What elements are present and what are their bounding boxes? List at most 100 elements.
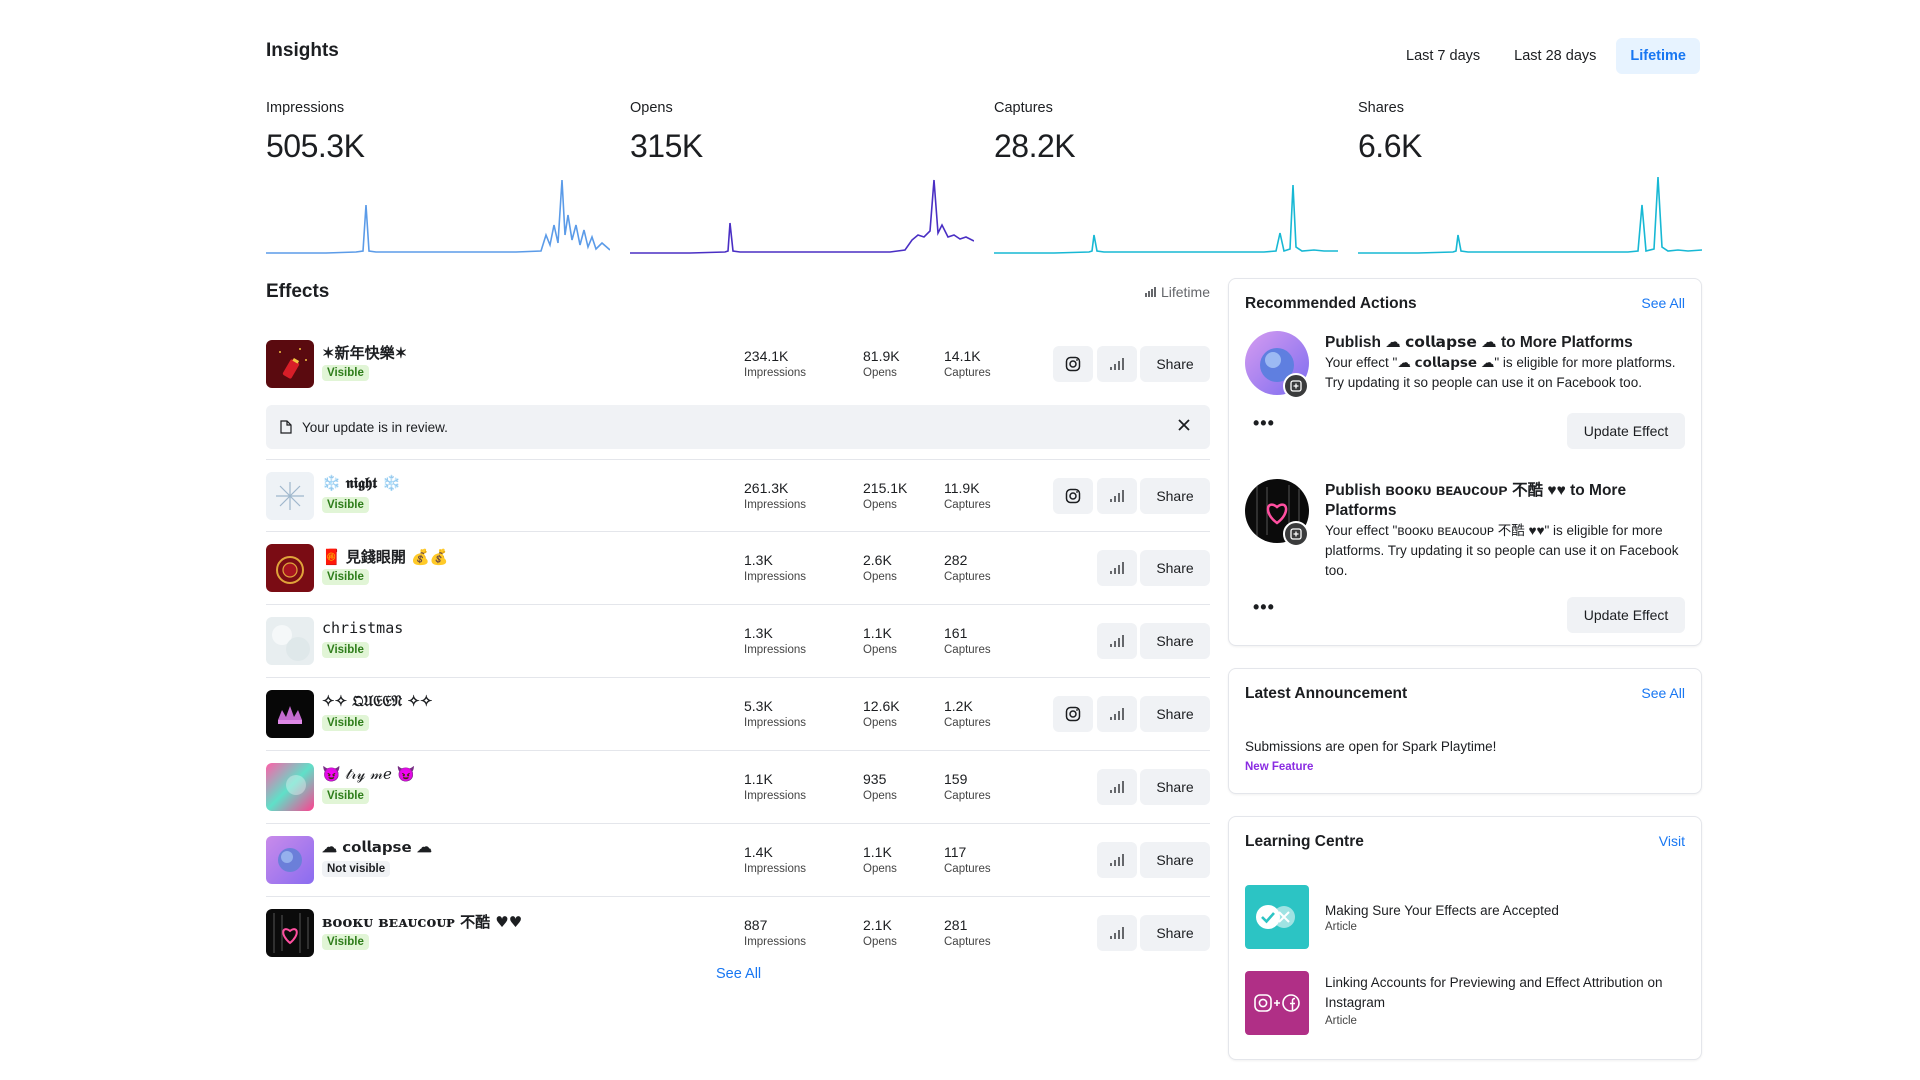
stat-label: Opens <box>863 499 897 511</box>
recommended-body: Your effect "ʙᴏᴏᴋᴜ ʙᴇᴀᴜᴄᴏᴜᴘ 不酷 ♥♥" is el… <box>1325 523 1679 578</box>
insights-button[interactable] <box>1097 478 1137 514</box>
insights-button[interactable] <box>1097 623 1137 659</box>
effect-row: christmas Visible 1.3K Impressions 1.1K Op… <box>266 605 1210 678</box>
stat-opens: 1.1K Opens <box>863 625 897 656</box>
effect-name[interactable]: ☁ 𝗰𝗼𝗹𝗹𝗮𝗽𝘀𝗲 ☁ <box>322 838 432 856</box>
stat-label: Impressions <box>744 499 806 511</box>
learning-visit-link[interactable]: Visit <box>1658 833 1685 849</box>
stat-value: 14.1K <box>944 348 981 364</box>
stat-value: 281 <box>944 917 968 933</box>
stat-value: 1.1K <box>863 844 892 860</box>
effect-name[interactable]: ʙᴏᴏᴋᴜ ʙᴇᴀᴜᴄᴏᴜᴘ 不酷 ♥♥ <box>322 913 523 931</box>
bar-chart-icon <box>1144 287 1156 297</box>
share-button[interactable]: Share <box>1140 550 1210 586</box>
stat-value: 1.2K <box>944 698 973 714</box>
tab-last-28-days[interactable]: Last 28 days <box>1514 48 1597 64</box>
effect-name[interactable]: ✧✧ 𝔔𝔘𝔈𝔈𝔑 ✧✧ <box>322 692 433 710</box>
effect-thumbnail[interactable] <box>266 544 314 592</box>
more-options-icon[interactable]: ••• <box>1253 413 1275 433</box>
recommended-see-all-link[interactable]: See All <box>1641 295 1685 311</box>
stat-label: Opens <box>863 571 897 583</box>
stat-captures: 11.9K Captures <box>944 480 991 511</box>
update-effect-button[interactable]: Update Effect <box>1567 413 1685 449</box>
recommended-actions-card: Recommended Actions See All Publish ☁ 𝗰𝗼… <box>1228 278 1702 646</box>
effect-thumbnail[interactable] <box>266 909 314 957</box>
accept-reject-icon <box>1256 905 1295 929</box>
effect-name[interactable]: 🧧 見錢眼開 💰💰 <box>322 548 449 566</box>
stat-impressions: 1.3K Impressions <box>744 552 806 583</box>
stat-captures: 159 Captures <box>944 771 991 802</box>
effect-name[interactable]: 😈 𝓉𝓇𝓎 𝓂𝑒 😈 <box>322 765 416 783</box>
stat-impressions: 1.3K Impressions <box>744 625 806 656</box>
recommended-heading: Publish ☁ 𝗰𝗼𝗹𝗹𝗮𝗽𝘀𝗲 ☁ to More Platforms <box>1325 334 1633 351</box>
status-badge: Visible <box>322 715 369 731</box>
article-title: Making Sure Your Effects are Accepted <box>1325 903 1559 918</box>
metric-captures: Captures 28.2K <box>994 100 1338 261</box>
effects-period: Lifetime <box>1144 284 1210 300</box>
instagram-button[interactable] <box>1053 346 1093 382</box>
share-button[interactable]: Share <box>1140 915 1210 951</box>
card-title: Latest Announcement <box>1245 685 1408 702</box>
instagram-button[interactable] <box>1053 478 1093 514</box>
metric-opens: Opens 315K <box>630 100 974 261</box>
effect-row: ʙᴏᴏᴋᴜ ʙᴇᴀᴜᴄᴏᴜᴘ 不酷 ♥♥ Visible 887 Impressi… <box>266 897 1210 970</box>
more-options-icon[interactable]: ••• <box>1253 597 1275 617</box>
status-badge: Not visible <box>322 861 391 877</box>
announcement-see-all-link[interactable]: See All <box>1641 685 1685 701</box>
stat-captures: 14.1K Captures <box>944 348 991 379</box>
insights-button[interactable] <box>1097 769 1137 805</box>
stat-label: Opens <box>863 936 897 948</box>
effect-thumbnail[interactable] <box>266 617 314 665</box>
stat-impressions: 1.1K Impressions <box>744 771 806 802</box>
instagram-button[interactable] <box>1053 696 1093 732</box>
card-title: Recommended Actions <box>1245 295 1417 312</box>
stat-value: 11.9K <box>944 480 980 496</box>
insights-button[interactable] <box>1097 842 1137 878</box>
stat-value: 887 <box>744 917 768 933</box>
stat-label: Captures <box>944 717 991 729</box>
stat-impressions: 1.4K Impressions <box>744 844 806 875</box>
insights-button[interactable] <box>1097 346 1137 382</box>
effect-row: ❄️ 𝖓𝖎𝖌𝖍𝖙 ❄️ Visible 261.3K Impressions 21… <box>266 459 1210 532</box>
effect-name[interactable]: ✶新年快樂✶ <box>322 344 408 362</box>
effect-row: ✧✧ 𝔔𝔘𝔈𝔈𝔑 ✧✧ Visible 5.3K Impressions 12.6… <box>266 678 1210 751</box>
share-button[interactable]: Share <box>1140 696 1210 732</box>
close-icon[interactable] <box>1176 417 1192 433</box>
stat-label: Impressions <box>744 367 806 379</box>
tab-lifetime[interactable]: Lifetime <box>1616 38 1700 74</box>
effect-thumbnail[interactable] <box>266 340 314 388</box>
stat-value: 282 <box>944 552 968 568</box>
stat-value: 2.6K <box>863 552 892 568</box>
effects-period-label: Lifetime <box>1160 284 1210 300</box>
effect-thumbnail[interactable] <box>266 836 314 884</box>
effect-thumbnail[interactable] <box>266 690 314 738</box>
share-button[interactable]: Share <box>1140 842 1210 878</box>
stat-value: 1.3K <box>744 625 773 641</box>
stat-label: Impressions <box>744 936 806 948</box>
tab-last-7-days[interactable]: Last 7 days <box>1406 48 1481 64</box>
effect-thumbnail[interactable] <box>266 472 314 520</box>
update-effect-button[interactable]: Update Effect <box>1567 597 1685 633</box>
insights-button[interactable] <box>1097 915 1137 951</box>
learning-item[interactable]: Making Sure Your Effects are Accepted Ar… <box>1245 885 1685 949</box>
recommended-item: Publish ☁ 𝗰𝗼𝗹𝗹𝗮𝗽𝘀𝗲 ☁ to More Platforms Y… <box>1245 331 1685 471</box>
share-button[interactable]: Share <box>1140 623 1210 659</box>
stat-captures: 161 Captures <box>944 625 991 656</box>
effects-panel: Effects Lifetime ✶新年快樂✶ Visible 234.1K Im… <box>266 280 1210 982</box>
stat-impressions: 887 Impressions <box>744 917 806 948</box>
announcement-text[interactable]: Submissions are open for Spark Playtime! <box>1245 739 1497 754</box>
stat-impressions: 261.3K Impressions <box>744 480 806 511</box>
effect-name[interactable]: christmas <box>322 619 404 637</box>
effect-name[interactable]: ❄️ 𝖓𝖎𝖌𝖍𝖙 ❄️ <box>322 474 401 492</box>
stat-label: Captures <box>944 571 991 583</box>
share-button[interactable]: Share <box>1140 478 1210 514</box>
metric-label: Shares <box>1358 100 1404 116</box>
learning-item[interactable]: Linking Accounts for Previewing and Effe… <box>1245 971 1685 1035</box>
effects-see-all-link[interactable]: See All <box>716 966 762 982</box>
effects-header: Effects Lifetime <box>266 280 1210 304</box>
share-button[interactable]: Share <box>1140 346 1210 382</box>
insights-button[interactable] <box>1097 550 1137 586</box>
share-button[interactable]: Share <box>1140 769 1210 805</box>
insights-button[interactable] <box>1097 696 1137 732</box>
effect-thumbnail[interactable] <box>266 763 314 811</box>
